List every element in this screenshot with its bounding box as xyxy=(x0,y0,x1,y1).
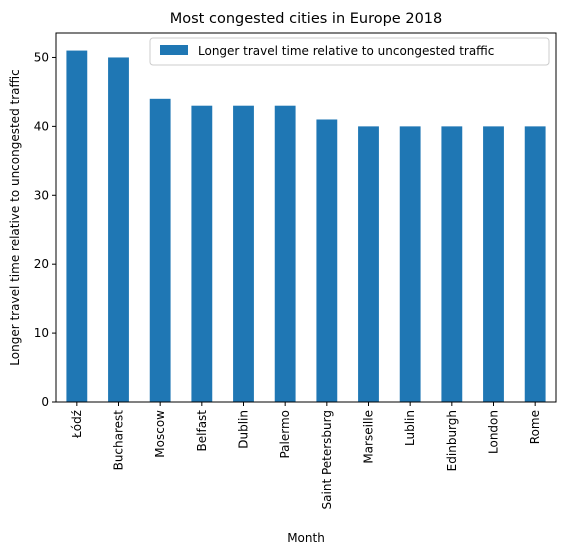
x-tick-label: Dublin xyxy=(237,410,251,449)
x-tick-label: Rome xyxy=(528,410,542,444)
bar xyxy=(108,57,129,403)
legend: Longer travel time relative to uncongest… xyxy=(149,37,550,66)
bar xyxy=(316,119,338,402)
chart-title: Most congested cities in Europe 2018 xyxy=(170,11,443,27)
bar xyxy=(399,126,421,403)
bars-group xyxy=(66,50,546,403)
bar xyxy=(149,98,171,402)
y-tick-label: 30 xyxy=(34,188,49,202)
x-tick-label: Lublin xyxy=(403,410,417,446)
bar xyxy=(191,105,213,402)
x-tick-label: London xyxy=(487,410,501,454)
y-axis: 0 10 20 30 40 50 xyxy=(34,50,56,409)
bar xyxy=(524,126,546,403)
y-axis-title: Longer travel time relative to uncongest… xyxy=(8,69,22,365)
x-tick-label: Bucharest xyxy=(112,410,126,471)
y-tick-label: 40 xyxy=(34,119,49,133)
plot-frame xyxy=(55,32,557,403)
bar xyxy=(233,105,254,402)
x-tick-label: Belfast xyxy=(195,410,209,452)
y-tick-label: 20 xyxy=(34,257,49,271)
legend-box xyxy=(149,37,550,66)
x-tick-label: Palermo xyxy=(278,410,292,459)
x-tick-label: Edinburgh xyxy=(445,410,459,471)
y-tick-label: 0 xyxy=(41,395,49,409)
x-tick-label: Marseille xyxy=(362,410,376,464)
y-tick-label: 50 xyxy=(34,50,49,64)
legend-swatch xyxy=(160,45,188,55)
bar xyxy=(441,126,463,403)
x-tick-label: Saint Petersburg xyxy=(320,410,334,509)
bar xyxy=(483,126,504,403)
y-tick-label: 10 xyxy=(34,326,49,340)
x-axis: Łódź Bucharest Moscow Belfast Dublin Palermo S… xyxy=(70,402,542,509)
x-axis-title: Month xyxy=(287,531,325,545)
x-tick-label: Łódź xyxy=(70,410,84,439)
bar xyxy=(358,126,379,403)
bar xyxy=(66,50,88,402)
x-tick-label: Moscow xyxy=(153,410,167,458)
bar xyxy=(274,105,296,402)
legend-label: Longer travel time relative to uncongest… xyxy=(198,44,494,58)
